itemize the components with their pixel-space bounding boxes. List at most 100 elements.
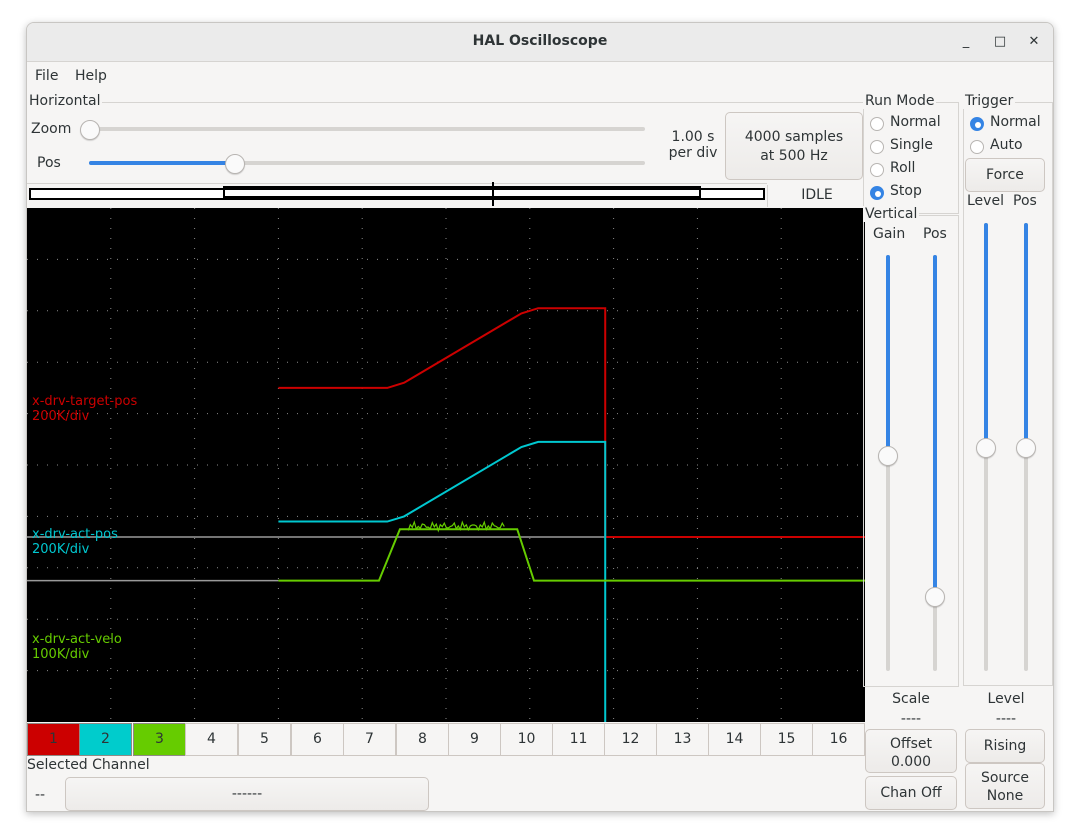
vertical-label: Vertical [863,206,920,222]
run-mode-radio-single[interactable] [870,140,884,154]
source-button[interactable]: Source None [965,763,1045,809]
position-slider[interactable] [89,161,645,165]
trace-label-act-pos: x-drv-act-pos 200K/div [32,527,118,557]
channel-button-7[interactable]: 7 [343,723,396,756]
horizontal-frame [93,102,863,103]
trigger-level-slider-fill [984,223,988,447]
selected-channel-label: Selected Channel [27,757,150,773]
channel-button-13[interactable]: 13 [656,723,709,756]
trace-name: x-drv-target-pos [32,394,138,409]
channel-button-11[interactable]: 11 [552,723,605,756]
trigger-option-label[interactable]: Auto [990,137,1023,153]
channel-button-9[interactable]: 9 [448,723,501,756]
record-bar-area [27,183,767,206]
menu-bar: File Help [27,62,1053,90]
zoom-label: Zoom [31,121,72,137]
source-value: None [986,788,1024,804]
menu-help[interactable]: Help [75,68,107,84]
offset-caption: Offset [889,736,933,752]
offset-value: 0.000 [890,754,932,770]
trigger-option-label[interactable]: Normal [990,114,1041,130]
run-mode-radio-normal[interactable] [870,117,884,131]
position-slider-knob[interactable] [224,154,245,174]
timebase-value: 1.00 s [671,129,715,145]
gain-slider-knob[interactable] [878,445,898,466]
vertical-pos-label: Pos [923,226,947,242]
samples-button[interactable]: 4000 samples at 500 Hz [725,112,863,180]
maximize-icon[interactable]: □ [993,34,1007,49]
window-title: HAL Oscilloscope [472,33,608,49]
trigger-radio-auto[interactable] [970,140,984,154]
status-display: IDLE [767,185,866,207]
trigger-level-slider-knob[interactable] [976,438,996,458]
scope-plot [27,208,865,722]
trigger-level-caption: Level [987,691,1025,707]
channel-button-6[interactable]: 6 [291,723,344,756]
channel-button-16[interactable]: 16 [812,723,865,756]
offset-button[interactable]: Offset 0.000 [865,729,957,773]
title-bar[interactable]: HAL Oscilloscope _ □ ✕ [27,23,1053,62]
trigger-pos-label: Pos [1013,193,1037,209]
trace-scale: 100K/div [32,647,90,662]
trace-x-drv-act-pos [278,440,607,722]
zoom-slider[interactable] [89,127,645,131]
trigger-label: Trigger [963,93,1016,109]
channel-button-1[interactable]: 1 [27,723,80,756]
zoom-slider-knob[interactable] [80,120,100,140]
channel-button-10[interactable]: 10 [500,723,553,756]
scope-display[interactable]: x-drv-target-pos 200K/div x-drv-act-pos … [27,208,865,722]
close-icon[interactable]: ✕ [1028,34,1040,49]
horizontal-label: Horizontal [27,93,103,109]
rising-button[interactable]: Rising [965,729,1045,763]
oscilloscope-window: HAL Oscilloscope _ □ ✕ File Help Horizon… [26,22,1054,812]
selected-channel-button[interactable]: ------ [65,777,429,811]
channel-button-14[interactable]: 14 [708,723,761,756]
trace-x-drv-act-velo [278,528,865,582]
scale-caption: Scale [892,691,930,707]
menu-file[interactable]: File [35,68,59,84]
selected-channel-number: -- [35,787,46,803]
trigger-pos-slider-fill [1024,223,1028,447]
trace-label-act-velo: x-drv-act-velo 100K/div [32,632,122,662]
channel-button-12[interactable]: 12 [604,723,657,756]
channel-button-4[interactable]: 4 [185,723,238,756]
record-window [223,186,701,198]
gain-label: Gain [873,226,906,242]
trigger-level-readout: ---- [995,711,1017,727]
source-caption: Source [980,770,1030,786]
samples-rate: at 500 Hz [760,148,828,164]
run-mode-option-label[interactable]: Single [890,137,934,153]
trigger-level-label: Level [967,193,1004,209]
channel-button-3[interactable]: 3 [133,723,186,756]
trace-x-drv-target-pos [278,307,865,538]
trace-scale: 200K/div [32,409,90,424]
vertical-frame [863,215,959,687]
trigger-radio-normal[interactable] [970,117,984,131]
trace-label-target-pos: x-drv-target-pos 200K/div [32,394,137,424]
vertical-pos-slider-knob[interactable] [925,587,945,608]
timebase-unit: per div [668,145,718,161]
channel-button-15[interactable]: 15 [760,723,813,756]
chan-off-button[interactable]: Chan Off [865,776,957,810]
trigger-pos-slider-knob[interactable] [1016,438,1036,458]
samples-count: 4000 samples [744,129,844,145]
pos-label: Pos [37,155,61,171]
scale-readout: ---- [900,711,922,727]
channel-button-2[interactable]: 2 [79,723,132,756]
trigger-marker [492,182,494,206]
run-mode-radio-roll[interactable] [870,163,884,177]
force-button[interactable]: Force [965,158,1045,192]
run-mode-option-label[interactable]: Normal [890,114,941,130]
position-slider-fill [89,161,234,165]
run-mode-option-label[interactable]: Roll [890,160,916,176]
run-mode-radio-stop[interactable] [870,186,884,200]
trace-scale: 200K/div [32,542,90,557]
minimize-icon[interactable]: _ [962,34,970,49]
trace-velocity-ripple [407,520,505,533]
run-mode-label: Run Mode [863,93,937,109]
gain-slider-fill [886,255,890,455]
channel-button-8[interactable]: 8 [396,723,449,756]
channel-button-5[interactable]: 5 [238,723,291,756]
trace-name: x-drv-act-pos [32,527,118,542]
run-mode-option-label[interactable]: Stop [890,183,922,199]
